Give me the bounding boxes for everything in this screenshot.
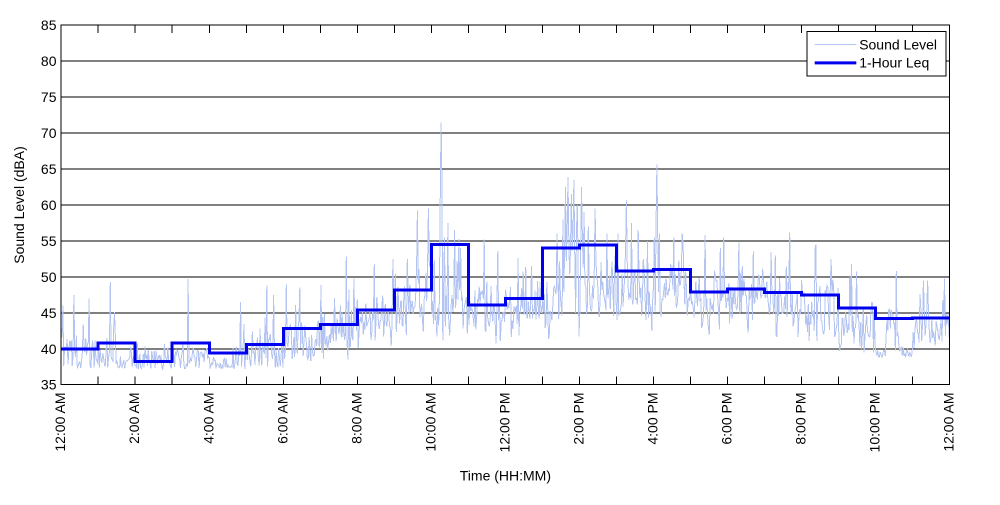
svg-text:6:00 AM: 6:00 AM (274, 393, 290, 444)
svg-text:45: 45 (41, 305, 57, 321)
svg-text:10:00 AM: 10:00 AM (422, 393, 438, 452)
svg-text:75: 75 (41, 89, 57, 105)
svg-text:Sound Level: Sound Level (859, 36, 937, 52)
svg-text:Sound Level (dBA): Sound Level (dBA) (11, 146, 27, 264)
svg-text:65: 65 (41, 161, 57, 177)
svg-text:10:00 PM: 10:00 PM (867, 393, 883, 453)
svg-text:12:00 AM: 12:00 AM (941, 393, 957, 452)
svg-text:4:00 AM: 4:00 AM (200, 393, 216, 444)
svg-text:6:00 PM: 6:00 PM (719, 393, 735, 445)
svg-text:40: 40 (41, 341, 57, 357)
svg-text:85: 85 (41, 17, 57, 33)
svg-text:2:00 AM: 2:00 AM (126, 393, 142, 444)
svg-text:4:00 PM: 4:00 PM (645, 393, 661, 445)
svg-text:1-Hour Leq: 1-Hour Leq (859, 55, 929, 71)
svg-text:12:00 PM: 12:00 PM (496, 393, 512, 453)
svg-text:8:00 PM: 8:00 PM (793, 393, 809, 445)
svg-text:55: 55 (41, 233, 57, 249)
svg-text:2:00 PM: 2:00 PM (570, 393, 586, 445)
svg-text:70: 70 (41, 125, 57, 141)
svg-text:50: 50 (41, 269, 57, 285)
svg-text:8:00 AM: 8:00 AM (348, 393, 364, 444)
svg-text:80: 80 (41, 53, 57, 69)
svg-text:35: 35 (41, 377, 57, 393)
svg-text:12:00 AM: 12:00 AM (52, 393, 68, 452)
svg-text:Time (HH:MM): Time (HH:MM) (460, 468, 551, 484)
svg-text:60: 60 (41, 197, 57, 213)
